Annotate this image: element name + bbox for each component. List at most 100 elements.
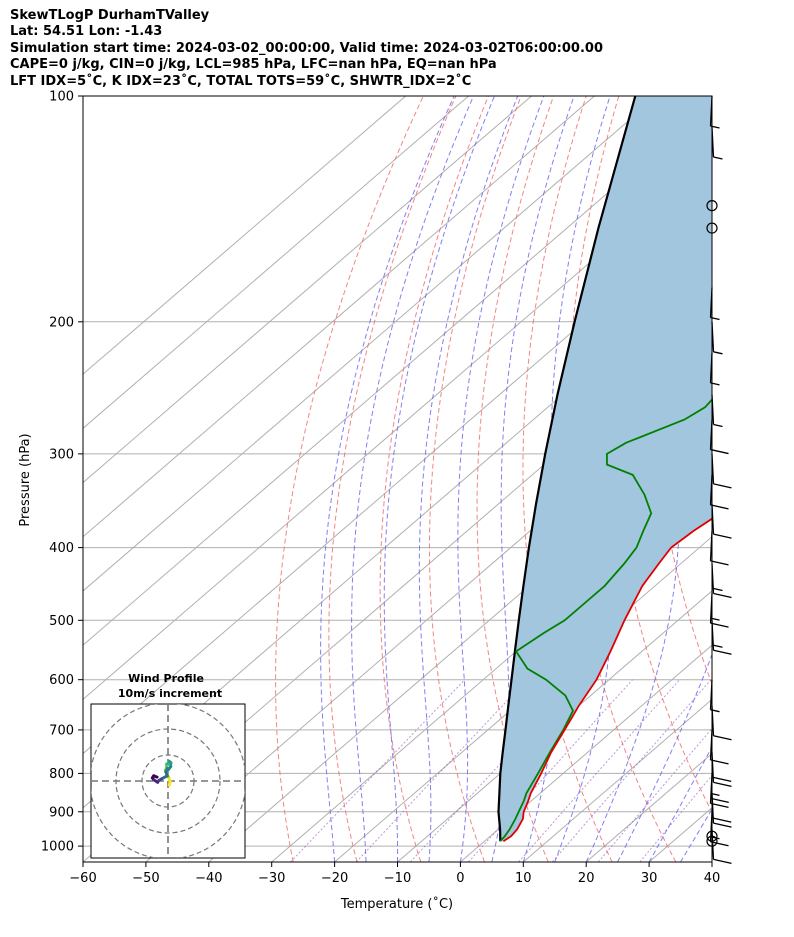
isotherm — [83, 96, 469, 429]
x-tick-label: −40 — [195, 871, 222, 886]
dewpoint-line — [499, 398, 712, 842]
barb-staff — [709, 95, 713, 127]
x-tick-label: −50 — [132, 871, 159, 886]
x-tick-label: −30 — [258, 871, 285, 886]
barb-flag-full — [710, 622, 729, 628]
y-tick-label: 400 — [49, 541, 74, 556]
barb-staff — [711, 620, 715, 651]
isotherm — [83, 96, 532, 484]
barb-flag-full — [713, 817, 732, 823]
wind-barb — [709, 679, 720, 713]
wind-barb — [709, 474, 729, 510]
barb-flag-half — [713, 423, 723, 428]
x-tick-label: 30 — [641, 871, 658, 886]
y-tick-label: 900 — [49, 805, 74, 820]
barb-staff — [709, 773, 713, 804]
barb-staff — [711, 127, 715, 158]
cin-shaded-area — [498, 96, 712, 842]
wind-barb — [711, 453, 732, 489]
wind-barb — [711, 793, 732, 828]
mixing-ratio-line — [518, 679, 680, 862]
barb-staff — [711, 504, 715, 535]
wind-barb — [711, 321, 723, 355]
y-axis-label: Pressure (hPa) — [18, 433, 33, 526]
cape-cin-shading — [498, 96, 712, 842]
wind-barb — [709, 352, 720, 386]
barb-staff — [711, 705, 715, 736]
moist-adiabat — [617, 653, 712, 862]
barb-flag-full — [710, 841, 729, 847]
moist-adiabat — [585, 96, 709, 862]
y-tick-label: 600 — [49, 673, 74, 688]
moist-adiabat — [648, 745, 712, 862]
convective-parameters: CAPE=0 j/kg, CIN=0 j/kg, LCL=985 hPa, LF… — [10, 57, 497, 73]
isotherm — [83, 96, 658, 592]
barb-staff — [711, 321, 715, 352]
barb-flag-full — [713, 483, 732, 489]
isotherm — [522, 698, 712, 862]
barb-flag-full — [710, 504, 729, 510]
barb-flag-full — [710, 797, 729, 804]
wind-barb — [711, 127, 723, 160]
x-tick-label: −20 — [321, 871, 348, 886]
barb-staff — [711, 453, 715, 484]
barb-flag-half — [713, 587, 723, 592]
barb-flag-full — [713, 776, 732, 783]
mixing-ratio-line — [598, 727, 712, 862]
wind-barb — [711, 394, 723, 428]
dry-adiabat — [476, 96, 555, 862]
y-tick-label: 500 — [49, 614, 74, 629]
barb-staff — [709, 419, 713, 450]
isotherm — [83, 102, 712, 646]
barb-staff — [709, 287, 713, 318]
barb-flag-full — [713, 781, 732, 788]
y-axis: 1000 900 800 700 600 500 400 300 200 100 — [41, 90, 83, 855]
moist-adiabat — [457, 96, 545, 862]
moist-adiabat — [383, 96, 495, 862]
dry-adiabat — [379, 96, 489, 862]
barb-flag-full — [710, 448, 729, 455]
barb-staff — [711, 563, 715, 594]
dry-adiabat — [651, 96, 712, 686]
moist-adiabat — [522, 96, 611, 862]
wind-barb — [711, 829, 732, 865]
barb-flag-half — [710, 125, 720, 129]
barb-flag-full — [713, 858, 732, 865]
hodograph-subtitle: 10m/s increment — [118, 687, 222, 700]
wind-barb — [709, 287, 720, 321]
isotherm — [334, 536, 712, 862]
hodograph-title: Wind Profile — [128, 672, 204, 685]
barb-flag-full — [713, 822, 732, 828]
simulation-times: Simulation start time: 2024-03-02_00:00:… — [10, 40, 603, 56]
isotherm — [83, 96, 595, 538]
y-tick-label: 700 — [49, 723, 74, 738]
barb-flag-half — [713, 351, 723, 355]
isotherm — [775, 96, 794, 862]
mixing-ratio-line — [468, 679, 633, 862]
barb-staff — [711, 394, 715, 425]
hodograph-inset: Wind Profile 10m/s increment — [90, 672, 246, 859]
isotherm — [83, 96, 407, 375]
moist-adiabat — [491, 96, 575, 862]
wind-barb — [709, 811, 729, 847]
barb-flag-half — [713, 644, 723, 648]
temperature-line — [502, 517, 712, 842]
barb-flag-half — [710, 792, 720, 797]
hodograph-segment — [152, 774, 159, 779]
x-tick-label: 0 — [456, 871, 464, 886]
barb-staff — [709, 679, 713, 710]
x-tick-label: −60 — [69, 871, 96, 886]
mixing-ratio-line — [355, 679, 528, 862]
wind-barb — [706, 200, 718, 212]
y-tick-label: 300 — [49, 447, 74, 462]
barb-staff — [709, 530, 713, 561]
wind-barb — [709, 530, 729, 566]
wind-barb — [711, 705, 732, 741]
station-title: SkewTLogP DurhamTValley — [10, 8, 210, 23]
wind-barb — [709, 593, 729, 628]
dry-adiabat — [769, 96, 794, 862]
moist-adiabat — [320, 96, 455, 862]
barb-flag-half — [713, 156, 723, 160]
station-location: Lat: 54.51 Lon: -1.43 — [10, 24, 163, 40]
stability-indices: LFT IDX=5˚C, K IDX=23˚C, TOTAL TOTS=59˚C… — [10, 73, 472, 89]
